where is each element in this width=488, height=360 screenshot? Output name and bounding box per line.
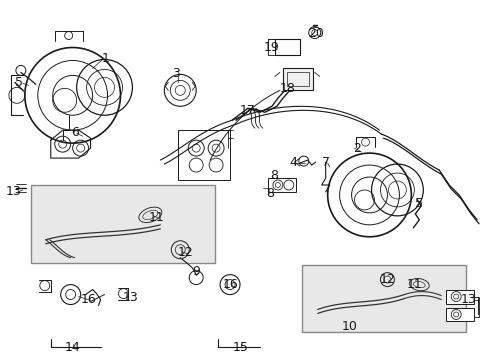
Bar (178, 130, 229, 180)
Text: 12: 12 (379, 273, 394, 286)
Bar (286, 72, 308, 86)
Bar (282, 68, 312, 90)
Text: 6: 6 (71, 126, 79, 139)
Text: 13: 13 (6, 185, 22, 198)
Bar (301, 265, 465, 332)
Text: 13: 13 (459, 293, 475, 306)
Text: 11: 11 (406, 278, 421, 291)
Text: 19: 19 (264, 41, 279, 54)
Text: 5: 5 (414, 197, 423, 210)
Text: 13: 13 (122, 291, 138, 304)
Text: 16: 16 (81, 293, 96, 306)
Text: 8: 8 (269, 168, 277, 181)
Text: 11: 11 (148, 211, 164, 224)
Text: 20: 20 (307, 27, 323, 40)
Text: 10: 10 (341, 320, 357, 333)
Text: 17: 17 (240, 104, 255, 117)
Bar (446, 289, 473, 303)
Text: 3: 3 (172, 67, 180, 80)
Bar (31, 185, 215, 263)
Text: 18: 18 (279, 82, 295, 95)
Text: 12: 12 (177, 246, 193, 259)
Text: 8: 8 (265, 188, 273, 201)
Text: 4: 4 (288, 156, 296, 168)
Bar (446, 307, 473, 321)
Text: 14: 14 (64, 341, 81, 354)
Text: 7: 7 (321, 156, 329, 168)
Bar (267, 178, 295, 192)
Text: 16: 16 (222, 278, 238, 291)
Text: 1: 1 (102, 52, 109, 65)
Text: 5: 5 (15, 76, 23, 89)
Text: 2: 2 (353, 141, 361, 155)
Text: 15: 15 (233, 341, 248, 354)
Text: 9: 9 (192, 265, 200, 278)
